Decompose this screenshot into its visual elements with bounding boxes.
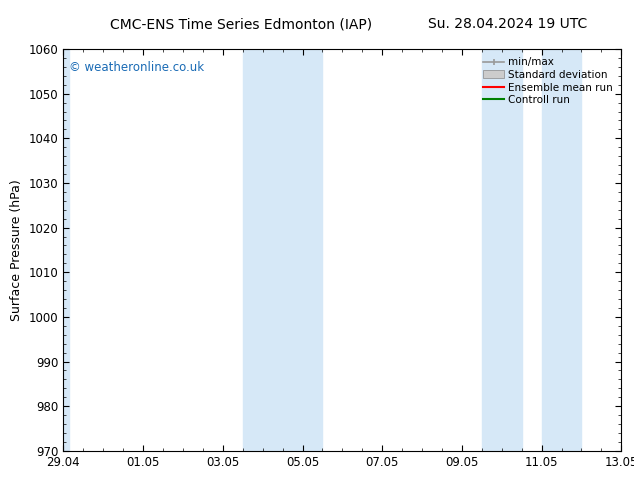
Bar	[283, 49, 323, 451]
Bar	[541, 49, 581, 451]
Bar	[482, 49, 522, 451]
Y-axis label: Surface Pressure (hPa): Surface Pressure (hPa)	[10, 179, 23, 321]
Text: CMC-ENS Time Series Edmonton (IAP): CMC-ENS Time Series Edmonton (IAP)	[110, 17, 372, 31]
Legend: min/max, Standard deviation, Ensemble mean run, Controll run: min/max, Standard deviation, Ensemble me…	[480, 54, 616, 108]
Text: © weatheronline.co.uk: © weatheronline.co.uk	[69, 61, 204, 74]
Bar	[61, 49, 69, 451]
Text: Su. 28.04.2024 19 UTC: Su. 28.04.2024 19 UTC	[427, 17, 587, 31]
Bar	[243, 49, 283, 451]
